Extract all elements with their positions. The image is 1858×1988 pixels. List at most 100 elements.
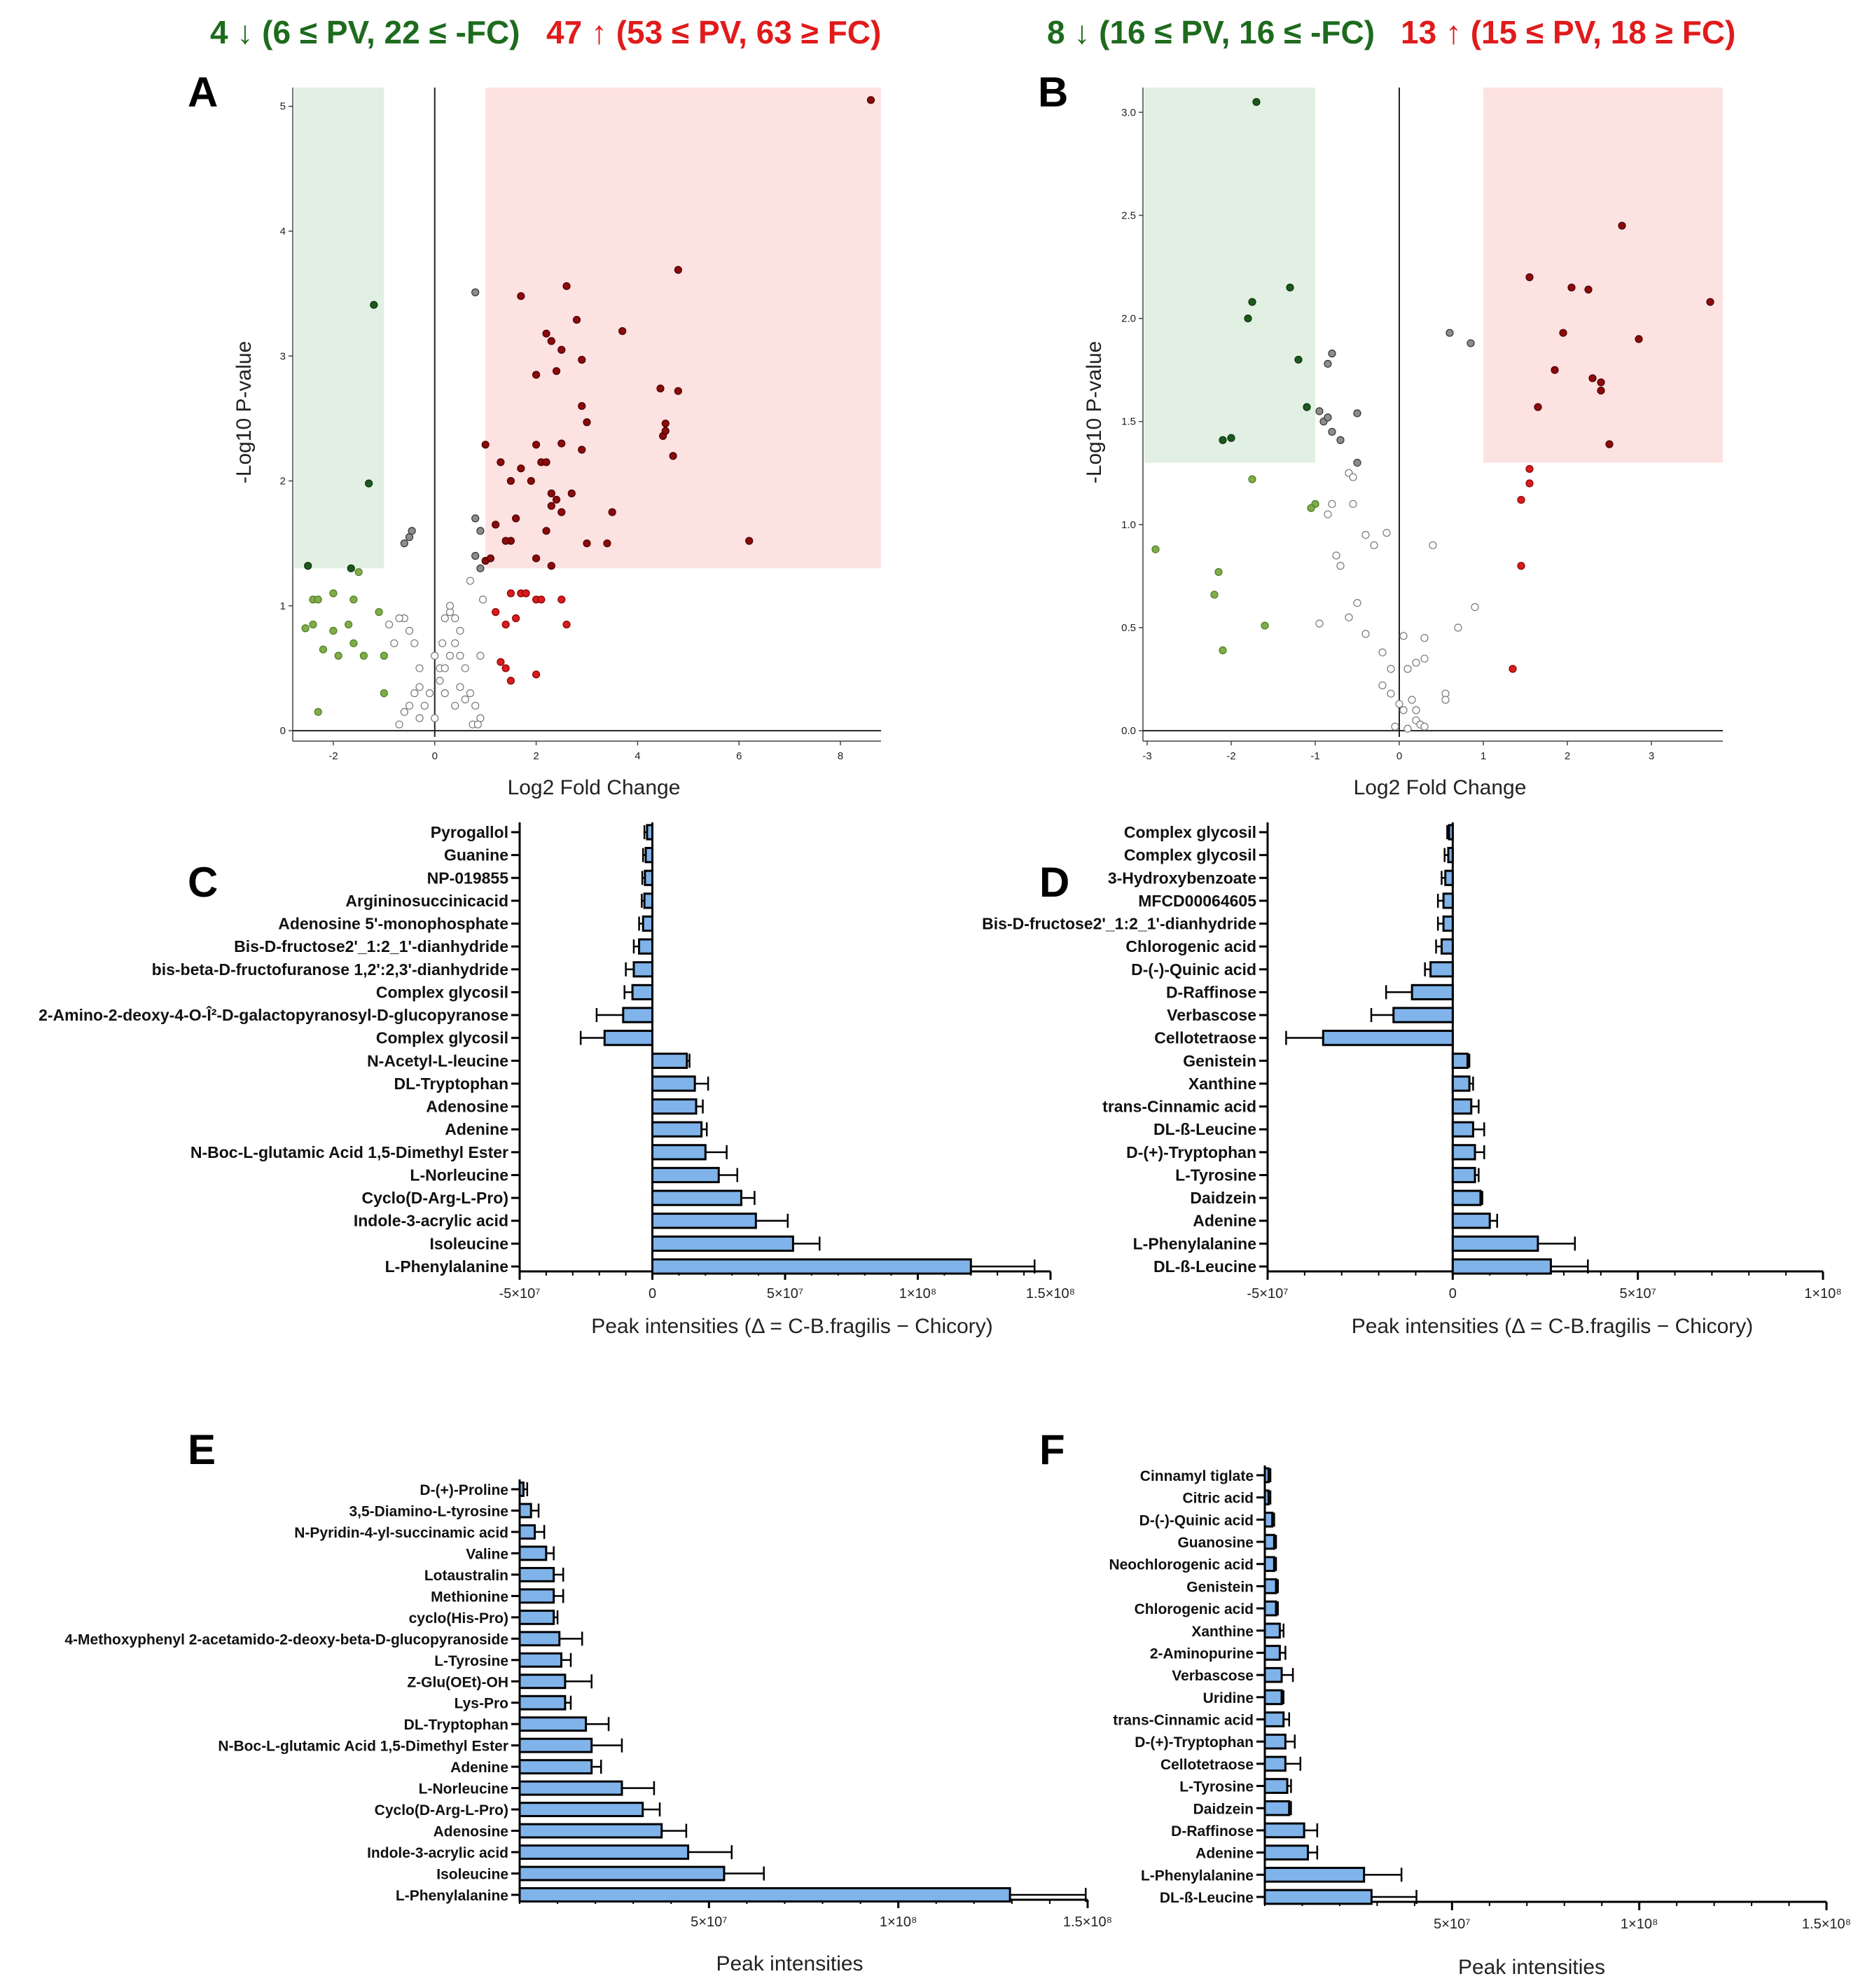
bar (1442, 915, 1454, 932)
bar (1448, 824, 1454, 841)
bar (518, 1759, 593, 1775)
nonsignificant-point (1349, 473, 1357, 481)
significant-down-point (304, 562, 312, 570)
bar (603, 1030, 654, 1047)
nonsignificant-point (1336, 562, 1345, 570)
x-tick-label: -1 (1310, 750, 1319, 762)
fc-down-point (1261, 621, 1269, 630)
fc-down-point (1219, 646, 1227, 655)
fc-up-point (537, 595, 546, 604)
panel-label-e: E (188, 1426, 216, 1473)
category-label: D-(-)-Quinic acid (1131, 960, 1256, 979)
significant-up-point (557, 345, 566, 354)
category-label: D-(+)-Tryptophan (1135, 1734, 1254, 1751)
nonsignificant-point (456, 651, 464, 660)
bar (518, 1673, 567, 1690)
category-label: Adenosine (434, 1824, 508, 1840)
nonsignificant-point (395, 614, 403, 623)
fc-up-point (506, 677, 515, 685)
bar (651, 1052, 688, 1069)
fc-down-point (301, 624, 310, 633)
category-label: trans-Cinnamic acid (1102, 1098, 1256, 1116)
y-tick-label: 1 (280, 600, 286, 612)
bar (1444, 869, 1454, 886)
fc-up-point (506, 589, 515, 598)
pvalue-only-point (1324, 413, 1332, 422)
significant-down-point (365, 479, 373, 488)
y-tick-label: 2.0 (1121, 313, 1136, 325)
y-tick-label: 5 (280, 101, 286, 113)
category-label: Verbascose (1167, 1006, 1256, 1024)
pvalue-only-point (476, 564, 485, 572)
y-tick-label: 3.0 (1121, 106, 1136, 118)
category-label: L-Phenylalanine (385, 1257, 508, 1276)
category-label: Isoleucine (436, 1867, 508, 1883)
bar (518, 1566, 555, 1582)
significant-up-point (542, 458, 550, 467)
bar (1442, 892, 1454, 909)
significant-up-point (1525, 273, 1534, 282)
nonsignificant-point (441, 614, 449, 623)
category-label: L-Phenylalanine (1141, 1868, 1254, 1884)
bar (644, 847, 654, 864)
significant-up-point (669, 452, 677, 460)
significant-down-point (1286, 283, 1294, 292)
nonsignificant-point (431, 651, 439, 660)
y-tick-label: 0.0 (1121, 725, 1136, 737)
y-tick-label: 2.5 (1121, 209, 1136, 221)
x-tick-label: 1×10⁸ (880, 1914, 917, 1930)
category-label: L-Norleucine (410, 1166, 508, 1184)
bar (1263, 1844, 1309, 1861)
pvalue-only-point (1336, 436, 1345, 444)
x-tick-label: -2 (1226, 750, 1235, 762)
nonsignificant-point (471, 701, 480, 710)
significant-up-point (1635, 335, 1643, 343)
nonsignificant-point (1429, 541, 1437, 549)
nonsignificant-point (1378, 648, 1387, 656)
fc-down-point (349, 639, 358, 647)
nonsignificant-point (1420, 634, 1429, 642)
category-label: Argininosuccinicacid (345, 892, 508, 910)
category-label: Indole-3-acrylic acid (367, 1845, 508, 1861)
nonsignificant-point (420, 701, 429, 710)
bar (1263, 1489, 1270, 1506)
category-label: Guanosine (1177, 1535, 1254, 1551)
significant-up-point (542, 329, 550, 338)
significant-up-point (583, 418, 591, 427)
x-tick-label: 8 (838, 750, 843, 762)
significant-up-point (866, 96, 875, 104)
x-tick-label: 5×10⁷ (767, 1286, 803, 1302)
y-tick-label: 1.5 (1121, 416, 1136, 428)
fc-up-point (512, 614, 520, 623)
bar (638, 938, 653, 955)
x-tick-label: 0 (1449, 1286, 1457, 1302)
significant-up-point (745, 537, 754, 545)
significant-up-point (1551, 366, 1559, 374)
nonsignificant-point (441, 689, 449, 698)
bar (1451, 1075, 1471, 1092)
nonsignificant-point (1315, 619, 1324, 628)
significant-up-point (562, 282, 571, 291)
category-label: Adenine (1193, 1212, 1256, 1230)
x-tick-label: -5×10⁷ (499, 1286, 541, 1302)
bar (518, 1545, 548, 1561)
category-label: N-Pyridin-4-yl-succinamic acid (294, 1525, 508, 1541)
significant-up-point (1597, 386, 1605, 395)
significant-up-point (517, 464, 525, 473)
nonsignificant-point (1395, 700, 1403, 708)
category-label: D-(+)-Tryptophan (1126, 1143, 1256, 1161)
y-tick-label: 2 (280, 476, 286, 488)
nonsignificant-point (461, 695, 469, 704)
category-label: DL-ß-Leucine (1160, 1890, 1254, 1906)
category-label: MFCD00064605 (1138, 892, 1256, 910)
x-axis-title: Peak intensities (Δ = C-B.fragilis − Chi… (591, 1315, 993, 1338)
pvalue-only-point (1353, 458, 1361, 467)
significant-up-point (547, 489, 555, 497)
bar (518, 1652, 562, 1668)
bar (1263, 1622, 1281, 1639)
nonsignificant-point (1387, 689, 1395, 698)
category-label: N-Boc-L-glutamic Acid 1,5-Dimethyl Ester (190, 1143, 508, 1161)
nonsignificant-point (425, 689, 434, 698)
bar (1322, 1030, 1454, 1047)
bar (651, 1213, 757, 1229)
